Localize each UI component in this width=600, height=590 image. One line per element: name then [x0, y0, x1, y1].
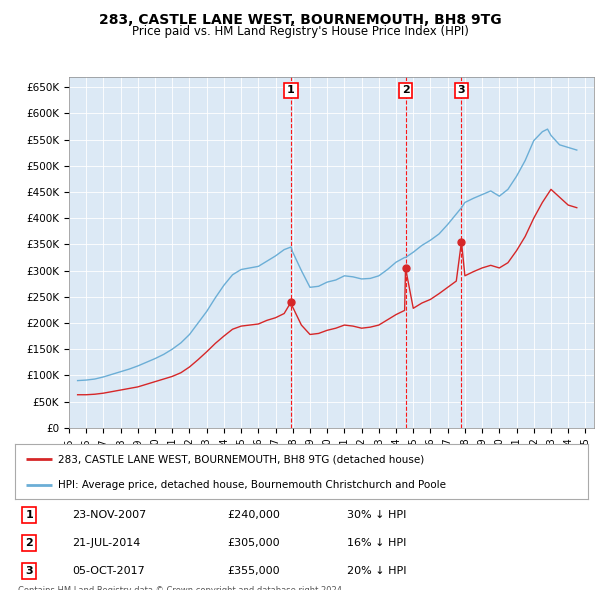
Text: 21-JUL-2014: 21-JUL-2014: [73, 538, 140, 548]
Text: 05-OCT-2017: 05-OCT-2017: [73, 566, 145, 576]
Text: 20% ↓ HPI: 20% ↓ HPI: [347, 566, 407, 576]
Text: Price paid vs. HM Land Registry's House Price Index (HPI): Price paid vs. HM Land Registry's House …: [131, 25, 469, 38]
Text: £240,000: £240,000: [227, 510, 280, 520]
Text: 283, CASTLE LANE WEST, BOURNEMOUTH, BH8 9TG (detached house): 283, CASTLE LANE WEST, BOURNEMOUTH, BH8 …: [58, 454, 424, 464]
Text: 3: 3: [26, 566, 33, 576]
Text: Contains HM Land Registry data © Crown copyright and database right 2024.: Contains HM Land Registry data © Crown c…: [18, 586, 344, 590]
Text: HPI: Average price, detached house, Bournemouth Christchurch and Poole: HPI: Average price, detached house, Bour…: [58, 480, 446, 490]
Text: £305,000: £305,000: [227, 538, 280, 548]
Text: 2: 2: [25, 538, 33, 548]
Text: 16% ↓ HPI: 16% ↓ HPI: [347, 538, 407, 548]
Text: 3: 3: [458, 86, 465, 96]
Text: 2: 2: [401, 86, 409, 96]
Text: 23-NOV-2007: 23-NOV-2007: [73, 510, 146, 520]
Text: 30% ↓ HPI: 30% ↓ HPI: [347, 510, 407, 520]
Text: 1: 1: [287, 86, 295, 96]
Text: 283, CASTLE LANE WEST, BOURNEMOUTH, BH8 9TG: 283, CASTLE LANE WEST, BOURNEMOUTH, BH8 …: [98, 13, 502, 27]
Text: £355,000: £355,000: [227, 566, 280, 576]
Text: 1: 1: [25, 510, 33, 520]
